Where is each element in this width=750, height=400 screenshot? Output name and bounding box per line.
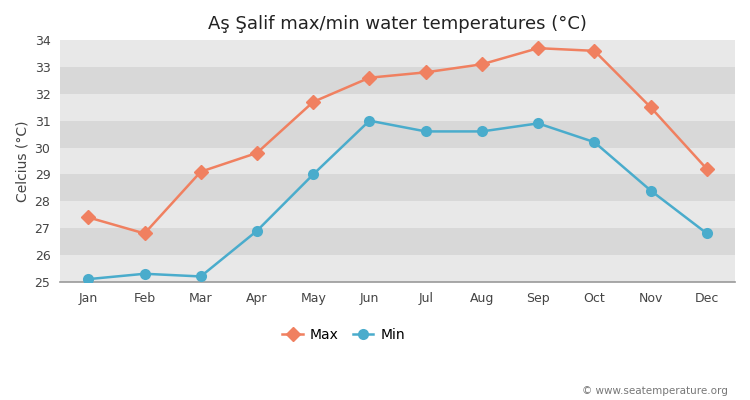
Min xyxy=(478,129,487,134)
Max xyxy=(478,62,487,67)
Max xyxy=(590,48,599,53)
Min xyxy=(196,274,206,279)
Bar xyxy=(60,201,735,228)
Line: Min: Min xyxy=(82,115,712,285)
Line: Max: Max xyxy=(83,43,712,238)
Min xyxy=(646,188,656,193)
Max xyxy=(534,46,543,50)
Min xyxy=(534,121,543,126)
Min xyxy=(365,118,374,123)
Max xyxy=(253,150,262,155)
Bar xyxy=(60,148,735,174)
Max xyxy=(84,215,93,220)
Max xyxy=(365,75,374,80)
Bar xyxy=(60,255,735,282)
Bar xyxy=(60,174,735,201)
Max xyxy=(196,169,206,174)
Max xyxy=(140,231,149,236)
Min xyxy=(140,271,149,276)
Max xyxy=(646,105,656,110)
Bar xyxy=(60,67,735,94)
Min xyxy=(253,228,262,233)
Min xyxy=(590,140,599,144)
Legend: Max, Min: Max, Min xyxy=(277,323,410,348)
Text: © www.seatemperature.org: © www.seatemperature.org xyxy=(582,386,728,396)
Bar xyxy=(60,40,735,67)
Max xyxy=(703,167,712,172)
Bar xyxy=(60,228,735,255)
Min xyxy=(309,172,318,177)
Max xyxy=(422,70,430,75)
Bar xyxy=(60,94,735,121)
Y-axis label: Celcius (°C): Celcius (°C) xyxy=(15,120,29,202)
Bar xyxy=(60,121,735,148)
Max xyxy=(309,100,318,104)
Min xyxy=(84,277,93,282)
Title: Aş Şalif max/min water temperatures (°C): Aş Şalif max/min water temperatures (°C) xyxy=(209,15,587,33)
Min xyxy=(422,129,430,134)
Min xyxy=(703,231,712,236)
